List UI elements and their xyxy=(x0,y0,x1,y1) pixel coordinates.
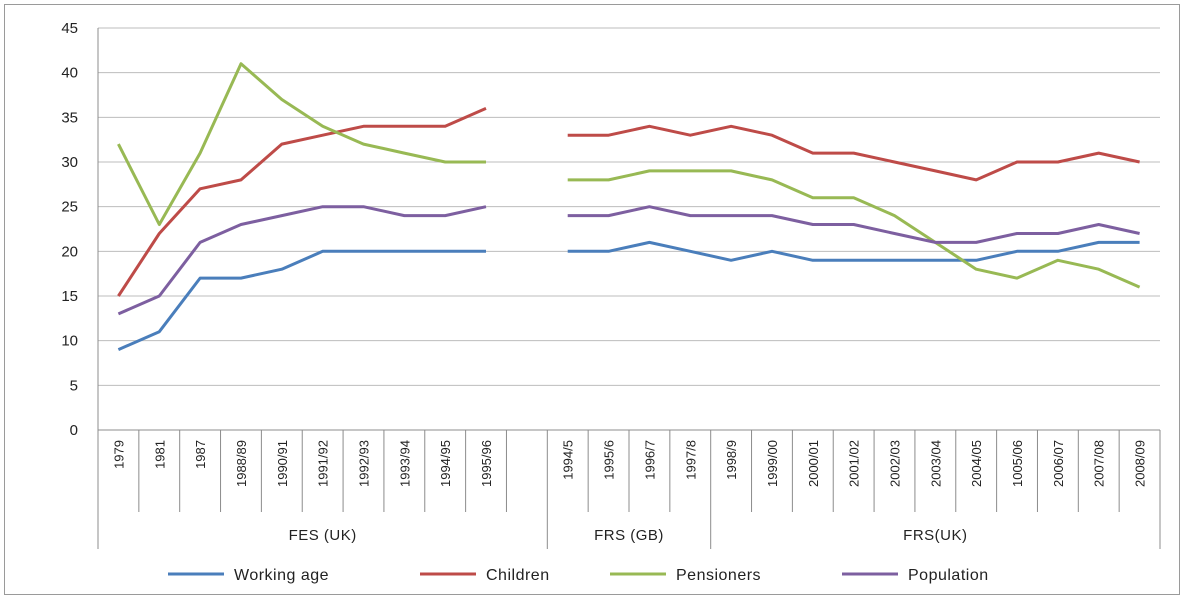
series-children xyxy=(117,107,1140,297)
gridlines xyxy=(98,27,1160,431)
y-tick-label: 30 xyxy=(61,154,78,171)
series-working-age xyxy=(117,240,1140,351)
y-tick-label: 35 xyxy=(61,109,78,126)
x-tick-label: 1998/9 xyxy=(724,440,739,480)
x-tick-label: 2004/05 xyxy=(969,440,984,487)
group-label: FRS (GB) xyxy=(594,527,664,544)
x-tick-label: 1981 xyxy=(152,440,167,469)
y-tick-label: 25 xyxy=(61,199,78,216)
series-population xyxy=(117,205,1140,316)
x-tick-label: 1996/7 xyxy=(642,440,657,480)
legend-label: Children xyxy=(486,567,550,584)
x-tick-label: 1990/91 xyxy=(275,440,290,487)
x-tick-label: 2006/07 xyxy=(1051,440,1066,487)
y-tick-label: 10 xyxy=(61,333,78,350)
category-axis xyxy=(97,430,1161,549)
x-tick-label: 2001/02 xyxy=(847,440,862,487)
x-tick-label: 1979 xyxy=(111,440,126,469)
x-tick-label: 2002/03 xyxy=(888,440,903,487)
y-tick-label: 5 xyxy=(70,377,78,394)
y-tick-label: 40 xyxy=(61,65,78,82)
x-tick-label: 1995/6 xyxy=(602,440,617,480)
x-tick-label: 1999/00 xyxy=(765,440,780,487)
y-tick-label: 45 xyxy=(61,20,78,37)
x-tick-label: 2003/04 xyxy=(928,440,943,487)
x-tick-label: 2000/01 xyxy=(806,440,821,487)
y-tick-label: 0 xyxy=(70,422,78,439)
x-tick-label: 1992/93 xyxy=(357,440,372,487)
y-tick-label: 20 xyxy=(61,243,78,260)
group-label: FRS(UK) xyxy=(903,527,967,544)
x-tick-label: 1995/96 xyxy=(479,440,494,487)
x-tick-label: 2007/08 xyxy=(1092,440,1107,487)
x-tick-label: 1997/8 xyxy=(683,440,698,480)
x-tick-label: 2008/09 xyxy=(1133,440,1148,487)
legend-label: Population xyxy=(908,567,989,584)
x-tick-label: 1994/95 xyxy=(438,440,453,487)
x-tick-label: 1993/94 xyxy=(397,440,412,487)
legend-label: Pensioners xyxy=(676,567,761,584)
series-line xyxy=(117,107,1140,297)
series-line xyxy=(117,62,1141,289)
x-tick-label: 1991/92 xyxy=(316,440,331,487)
group-label: FES (UK) xyxy=(289,527,357,544)
y-tick-label: 15 xyxy=(61,288,78,305)
x-tick-label: 1988/89 xyxy=(234,440,249,487)
series-line xyxy=(117,205,1140,316)
chart-frame xyxy=(4,4,1180,595)
x-tick-label: 1994/5 xyxy=(561,440,576,480)
series-pensioners xyxy=(117,62,1141,289)
legend-label: Working age xyxy=(234,567,329,584)
x-tick-label: 1005/06 xyxy=(1010,440,1025,487)
series-line xyxy=(117,240,1140,351)
legend: Working age Children Pensioners Population xyxy=(168,567,989,584)
x-tick-label: 1987 xyxy=(193,440,208,469)
